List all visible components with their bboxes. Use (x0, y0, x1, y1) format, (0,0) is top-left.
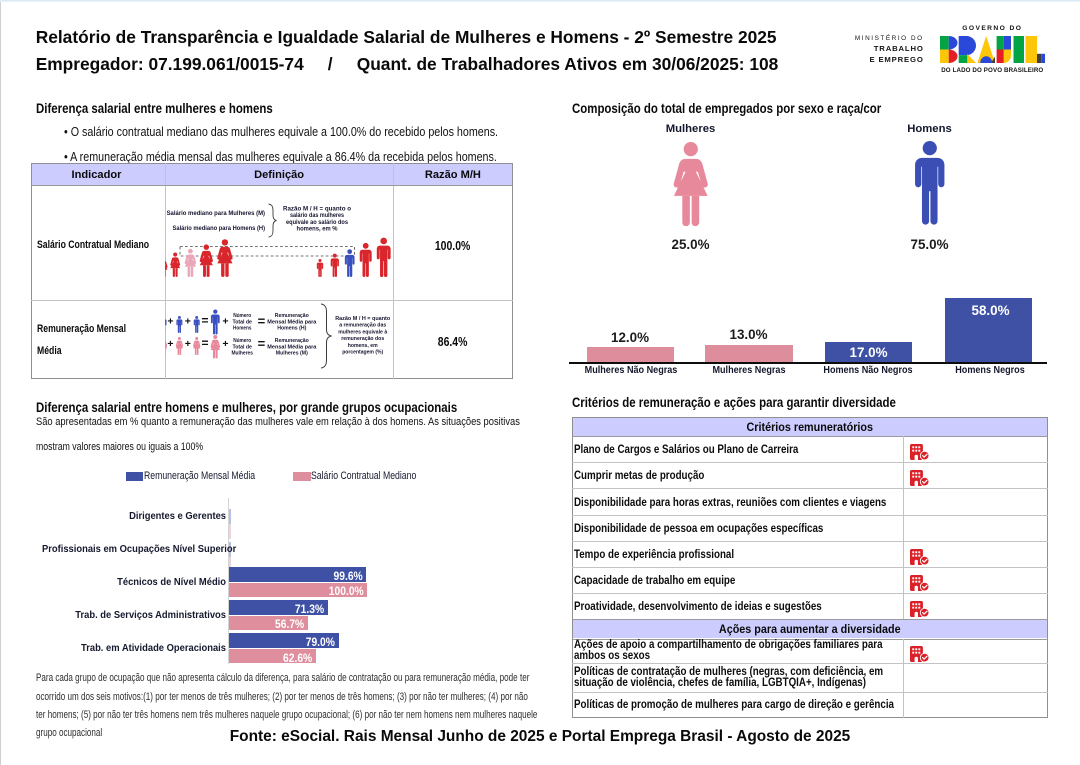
svg-text:homens, em %: homens, em % (297, 227, 339, 233)
svg-text:Mensal Média para: Mensal Média para (267, 344, 317, 350)
svg-text:Mulheres: Mulheres (231, 350, 253, 356)
svg-text:+: + (185, 316, 191, 328)
svg-text:=: = (201, 336, 208, 350)
svg-text:salário das mulheres: salário das mulheres (290, 213, 345, 219)
svg-text:Homens: Homens (233, 325, 252, 331)
svg-text:Número: Número (233, 313, 251, 319)
svg-text:remuneração dos: remuneração dos (341, 336, 385, 342)
svg-text:Mensal Média para: Mensal Média para (267, 319, 317, 325)
svg-text:+: + (167, 338, 173, 350)
svg-text:porcentagem (%): porcentagem (%) (342, 350, 383, 356)
svg-text:homens, em: homens, em (348, 343, 378, 349)
svg-text:=: = (201, 314, 208, 328)
svg-text:Homens (H): Homens (H) (277, 325, 306, 331)
svg-text:Razão M / H = quanto: Razão M / H = quanto (335, 316, 390, 322)
svg-text:equivale ao salário dos: equivale ao salário dos (286, 220, 349, 226)
svg-text:Salário mediano para Homens (H: Salário mediano para Homens (H) (173, 226, 266, 232)
svg-text:=: = (258, 314, 266, 329)
svg-text:=: = (258, 336, 266, 351)
svg-text:Remuneração: Remuneração (275, 338, 309, 344)
svg-text:+: + (222, 316, 228, 328)
svg-text:Total de: Total de (232, 344, 252, 350)
svg-text:a remuneração das: a remuneração das (339, 323, 387, 329)
svg-text:+: + (222, 338, 228, 350)
svg-text:+: + (167, 316, 173, 328)
svg-text:Mulheres (M): Mulheres (M) (276, 350, 308, 356)
svg-text:+: + (185, 338, 191, 350)
svg-text:mulheres equivale à: mulheres equivale à (338, 330, 388, 336)
svg-text:Total de: Total de (232, 319, 252, 325)
svg-text:Razão M / H = quanto o: Razão M / H = quanto o (283, 207, 351, 213)
svg-text:Remuneração: Remuneração (275, 313, 309, 319)
svg-text:Salário mediano para Mulheres: Salário mediano para Mulheres (M) (167, 211, 265, 217)
svg-text:Número: Número (233, 338, 251, 344)
